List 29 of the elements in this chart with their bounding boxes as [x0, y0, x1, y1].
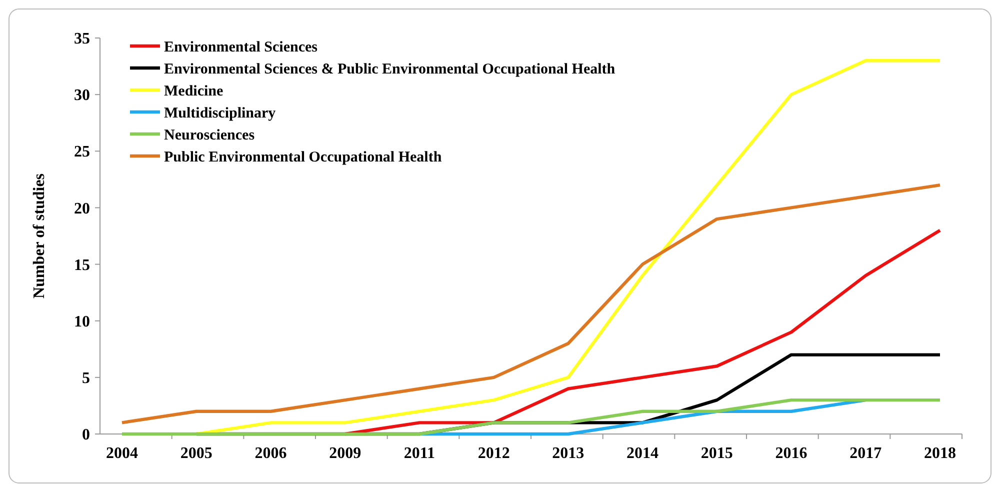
- y-tick-label: 35: [74, 30, 90, 48]
- x-tick-label: 2014: [626, 445, 659, 462]
- legend-label: Environmental Sciences: [164, 39, 318, 56]
- x-tick-label: 2015: [700, 445, 733, 462]
- line-series: [120, 398, 942, 436]
- y-tick-label: 10: [74, 313, 90, 330]
- x-tick-label: 2011: [404, 445, 436, 462]
- legend-label: Environmental Sciences & Public Environmental Occupational Health: [164, 61, 616, 78]
- x-tick-label: 2013: [552, 445, 584, 462]
- y-tick-label: 25: [74, 144, 90, 161]
- y-tick-label: 5: [82, 370, 90, 388]
- x-tick-label: 2016: [775, 445, 808, 462]
- y-tick-label: 30: [74, 87, 90, 104]
- x-tick-label: 2018: [924, 445, 956, 462]
- y-axis-title: Number of studies: [31, 173, 48, 299]
- legend-label: Multidisciplinary: [164, 105, 276, 122]
- x-tick-label: 2009: [329, 445, 362, 462]
- legend-label: Neurosciences: [164, 127, 255, 144]
- x-tick-label: 2006: [254, 445, 287, 462]
- y-tick-label: 0: [82, 426, 90, 444]
- y-tick-label: 20: [74, 200, 90, 218]
- y-tick-label: 15: [74, 256, 90, 274]
- x-tick-label: 2005: [180, 445, 212, 462]
- x-tick-label: 2004: [106, 445, 138, 462]
- legend-label: Public Environmental Occupational Health: [164, 149, 442, 166]
- legend-label: Medicine: [164, 83, 224, 100]
- line-series: [120, 183, 942, 424]
- x-tick-label: 2012: [478, 445, 510, 462]
- x-tick-label: 2017: [850, 445, 882, 462]
